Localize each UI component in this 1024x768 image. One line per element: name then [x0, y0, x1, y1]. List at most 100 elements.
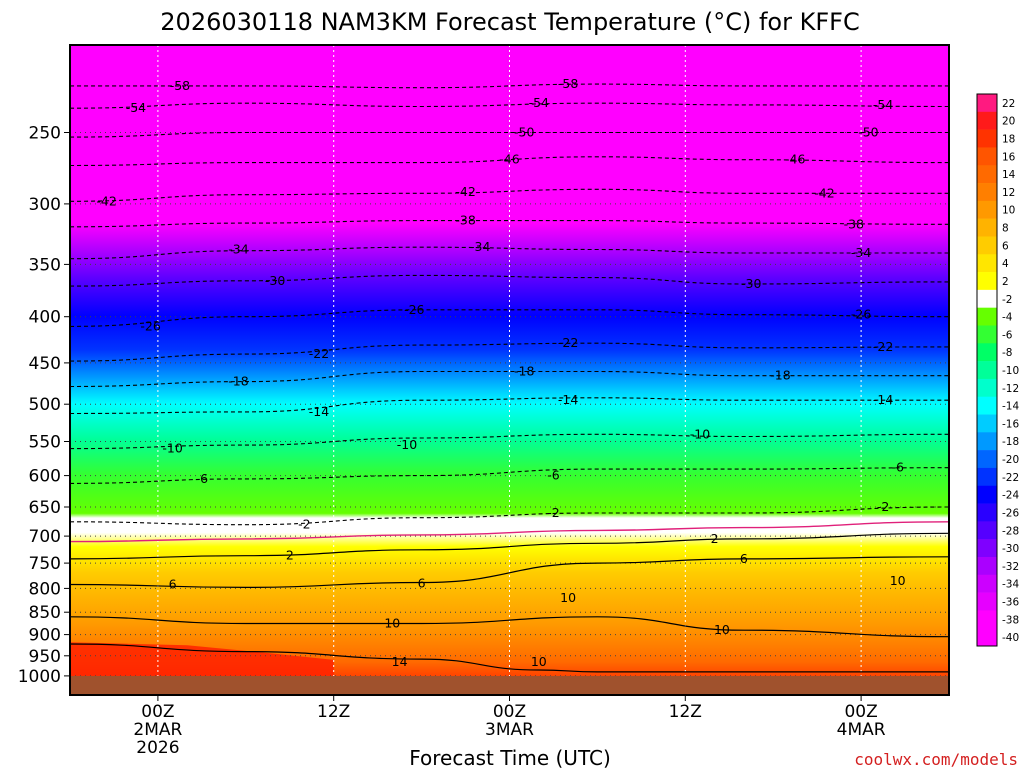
- isotherm-label: -14: [558, 392, 578, 407]
- colorbar-swatch: [977, 129, 997, 148]
- colorbar-swatch: [977, 236, 997, 255]
- colorbar-swatch: [977, 218, 997, 237]
- colorbar: 22 20 18 16 14 12 10 8 6 4 2 -2 -4 -6 -8 -10 -12 -14 -16 -1…: [976, 93, 1019, 647]
- isotherm-label: -54: [126, 100, 146, 115]
- isotherm-label: 6: [418, 576, 426, 591]
- isotherm--42: [70, 188, 949, 202]
- isotherm-label: -6: [196, 471, 209, 486]
- colorbar-swatch: [977, 94, 997, 113]
- isotherm-label: -2: [547, 505, 559, 520]
- grid-lines: [70, 45, 949, 695]
- isotherm-contours: [70, 83, 949, 673]
- colorbar-swatch: [977, 414, 997, 433]
- y-tick-label: 1000: [18, 667, 61, 687]
- isotherm-label: -22: [309, 346, 329, 361]
- isotherm-label: -22: [558, 335, 578, 350]
- isotherm-label: -14: [873, 392, 893, 407]
- x-tick-label: 12Z: [317, 702, 350, 722]
- isotherm-label: -34: [851, 245, 871, 260]
- colorbar-label: 18: [1002, 134, 1015, 146]
- isotherm-label: -22: [873, 339, 893, 354]
- isotherm-label: 10: [890, 573, 906, 588]
- isotherm-label: -34: [470, 239, 490, 254]
- colorbar-label: -40: [1002, 632, 1019, 644]
- colorbar-swatch: [977, 111, 997, 130]
- colorbar-label: -10: [1002, 365, 1019, 377]
- colorbar-swatch: [977, 361, 997, 380]
- colorbar-label: -28: [1002, 525, 1019, 537]
- isotherm-label: -6: [547, 468, 560, 483]
- colorbar-label: -14: [1002, 401, 1019, 413]
- isotherm-label: -46: [785, 152, 805, 167]
- isotherm-label: 10: [560, 590, 576, 605]
- y-tick-label: 800: [29, 579, 61, 599]
- isotherm-label: -42: [814, 185, 834, 200]
- colorbar-label: 6: [1002, 240, 1009, 252]
- isotherm-2: [70, 532, 949, 560]
- isotherm-label: -2: [877, 499, 889, 514]
- isotherm--2: [70, 506, 949, 526]
- y-tick-label: 350: [29, 255, 61, 275]
- chart-title: 2026030118 NAM3KM Forecast Temperature (…: [160, 8, 859, 36]
- warm-core: [70, 642, 334, 676]
- isotherm--46: [70, 156, 949, 167]
- colorbar-swatch: [977, 343, 997, 362]
- x-axis-label: Forecast Time (UTC): [409, 746, 611, 768]
- colorbar-label: -34: [1002, 579, 1019, 591]
- colorbar-label: -20: [1002, 454, 1019, 466]
- colorbar-label: 20: [1002, 116, 1015, 128]
- colorbar-swatch: [977, 521, 997, 540]
- colorbar-label: 2: [1002, 276, 1009, 288]
- isotherm-label: -50: [858, 125, 878, 140]
- y-tick-label: 250: [29, 124, 61, 144]
- y-tick-label: 300: [29, 195, 61, 215]
- colorbar-swatch: [977, 485, 997, 504]
- isotherm--38: [70, 220, 949, 228]
- isotherm-label: 2: [711, 531, 719, 546]
- colorbar-frame: [976, 93, 998, 647]
- colorbar-label: -36: [1002, 597, 1019, 609]
- isotherm-label: 2: [286, 548, 294, 563]
- colorbar-swatch: [977, 165, 997, 184]
- isotherm-label: -30: [265, 273, 285, 288]
- isotherm--34: [70, 246, 949, 260]
- x-tick-label: 2MAR: [133, 720, 182, 740]
- colorbar-label: 16: [1002, 151, 1016, 163]
- colorbar-label: -32: [1002, 561, 1019, 573]
- colorbar-label: 14: [1002, 169, 1016, 181]
- colorbar-label: -30: [1002, 543, 1019, 555]
- colorbar-swatch: [977, 432, 997, 451]
- isotherm-14: [70, 643, 949, 673]
- isotherm--18: [70, 370, 949, 388]
- isotherm--6: [70, 467, 949, 484]
- isotherm-label: -54: [529, 95, 549, 110]
- x-tick-label: 2026: [136, 738, 179, 758]
- plot-area: -58 -58 -54 -54 -54 -50 -50 -46 -46 -42 -42 -42 -38 -…: [70, 45, 949, 695]
- isotherm-label: -10: [690, 426, 710, 441]
- isotherm-label: -42: [455, 184, 475, 199]
- colorbar-swatch: [977, 503, 997, 522]
- y-tick-label: 700: [29, 527, 61, 547]
- y-tick-label: 950: [29, 647, 61, 667]
- isotherm--22: [70, 342, 949, 362]
- isotherm-label: -50: [514, 125, 534, 140]
- x-tick-label: 3MAR: [485, 720, 534, 740]
- x-tick-label: 4MAR: [837, 720, 886, 740]
- y-tick-label: 550: [29, 433, 61, 453]
- colorbar-swatch: [977, 307, 997, 326]
- colorbar-swatch: [977, 147, 997, 166]
- pressure-axis: 250 300 350 400 450 500 550 600 650 700 750 800 850 9…: [18, 124, 70, 687]
- isotherm-label: -10: [162, 441, 182, 456]
- isotherm-label: -26: [851, 307, 871, 322]
- y-tick-label: 400: [29, 308, 61, 328]
- isotherm-label: -14: [309, 404, 329, 419]
- isotherm-label: 10: [714, 622, 730, 637]
- isotherm--26: [70, 309, 949, 327]
- isotherm-label: 10: [531, 654, 547, 669]
- colorbar-label: 12: [1002, 187, 1015, 199]
- isotherm-label: 6: [740, 551, 748, 566]
- colorbar-label: -8: [1002, 347, 1012, 359]
- isotherm-label: -26: [404, 302, 424, 317]
- colorbar-swatch: [977, 378, 997, 398]
